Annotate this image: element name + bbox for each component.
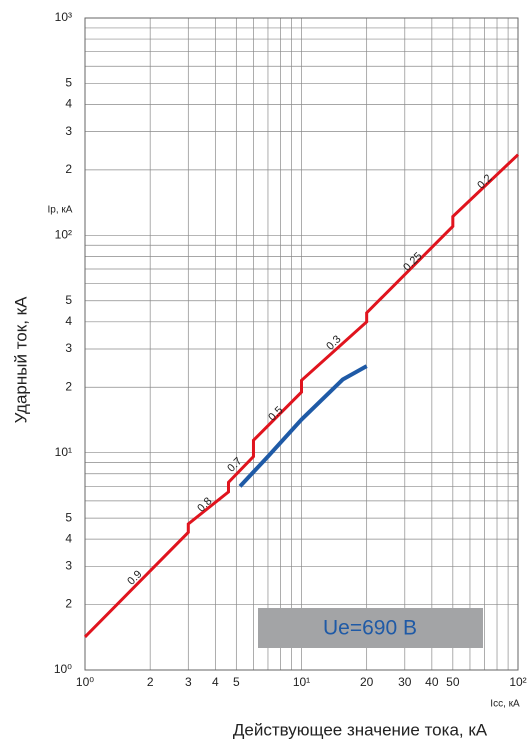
x-tick-label: 2 (147, 675, 154, 689)
y-tick-label: 10² (55, 228, 72, 242)
info-box-label: Ue=690 В (323, 617, 417, 640)
series-line (83, 153, 520, 638)
y-axis-label: Ударный ток, кА (11, 296, 30, 423)
y-tick-label: 2 (65, 162, 72, 176)
x-tick-label: 5 (233, 675, 240, 689)
annotation: 0.5 (266, 404, 285, 423)
x-tick-label: 10¹ (293, 675, 310, 689)
annotation: 0.7 (225, 455, 244, 474)
x-tick-label: 40 (425, 675, 439, 689)
y-tick-label: 2 (65, 597, 72, 611)
x-tick-label: 10² (509, 675, 526, 689)
y-tick-label: 3 (65, 558, 72, 572)
y-tick-label: 5 (65, 293, 72, 307)
y-tick-label: 4 (65, 531, 72, 545)
y-tick-label: 3 (65, 124, 72, 138)
annotation: 0.8 (195, 495, 214, 514)
x-tick-label: 50 (446, 675, 460, 689)
y-tick-label: 3 (65, 341, 72, 355)
y-tick-label: 5 (65, 76, 72, 90)
series-line (238, 364, 368, 488)
y-tick-label: 10³ (55, 10, 72, 24)
y-unit-label: Ip, кА (48, 205, 73, 216)
y-tick-label: 2 (65, 379, 72, 393)
x-tick-label: 30 (398, 675, 412, 689)
y-tick-label: 4 (65, 97, 72, 111)
x-tick-label: 4 (212, 675, 219, 689)
info-box (258, 608, 483, 648)
x-tick-label: 3 (185, 675, 192, 689)
x-tick-label: 20 (360, 675, 374, 689)
y-tick-label: 5 (65, 510, 72, 524)
annotation: 0.9 (125, 568, 144, 587)
annotation: 0.3 (324, 333, 343, 352)
y-tick-label: 10⁰ (54, 662, 72, 676)
plot-frame (84, 17, 519, 671)
y-tick-label: 4 (65, 314, 72, 328)
annotation: 0.2 (475, 172, 494, 191)
y-tick-label: 10¹ (55, 445, 72, 459)
x-tick-label: 10⁰ (76, 675, 94, 689)
x-unit-label: Icc, кА (490, 699, 520, 710)
x-axis-label: Действующее значение тока, кА (233, 720, 488, 739)
